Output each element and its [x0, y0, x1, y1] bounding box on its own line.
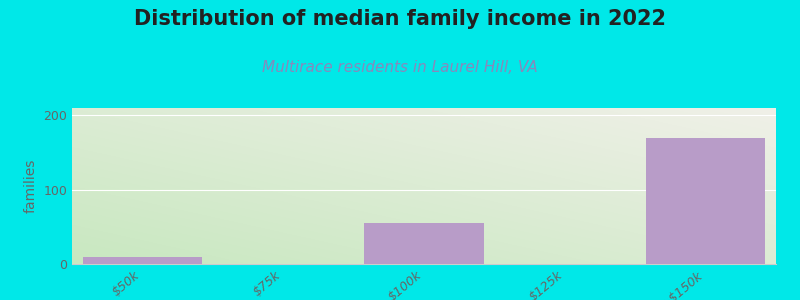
Text: Distribution of median family income in 2022: Distribution of median family income in … [134, 9, 666, 29]
Bar [82, 256, 202, 264]
Text: Multirace residents in Laurel Hill, VA: Multirace residents in Laurel Hill, VA [262, 60, 538, 75]
Bar [646, 138, 766, 264]
Bar [364, 223, 484, 264]
Y-axis label: families: families [24, 159, 38, 213]
